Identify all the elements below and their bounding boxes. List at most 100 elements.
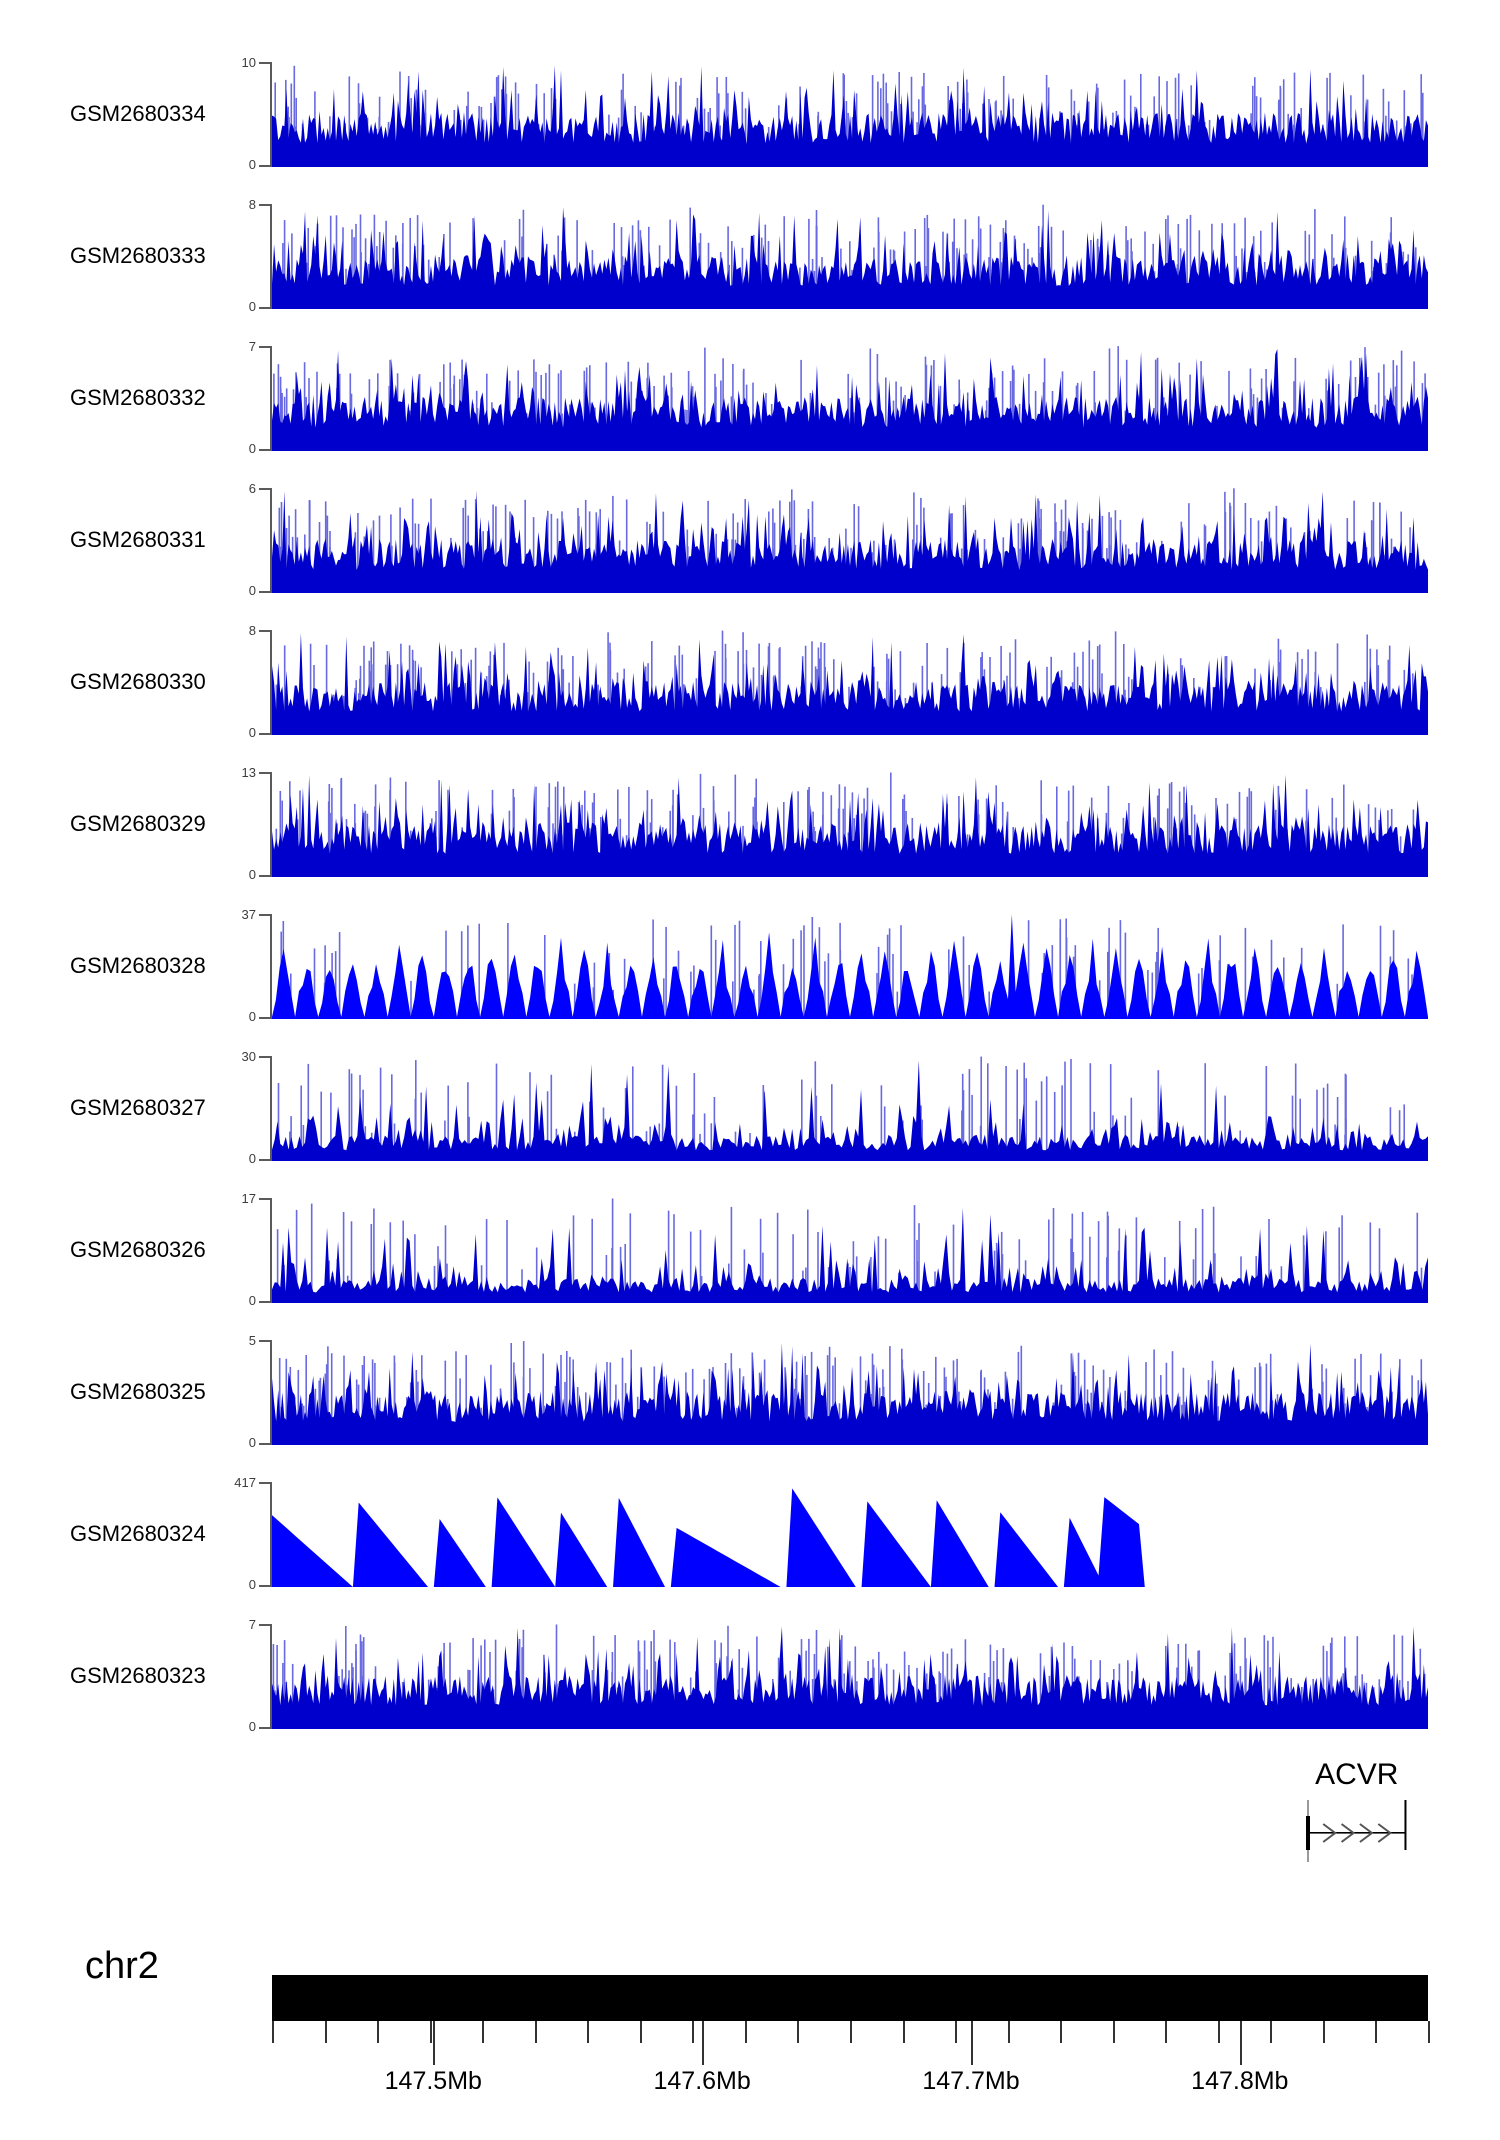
y-axis-spine	[270, 346, 272, 451]
y-axis-tick-min	[259, 875, 272, 877]
coverage-plot	[272, 1198, 1428, 1303]
axis-minor-tick	[324, 2021, 327, 2043]
coverage-track: GSM2680327 30 0	[0, 1050, 1500, 1165]
ideogram-bar	[272, 1975, 1428, 2021]
y-axis-max-label: 5	[248, 1333, 256, 1348]
axis-major-tick	[702, 2021, 705, 2065]
y-axis-min-label: 0	[248, 867, 256, 882]
coverage-track: GSM2680325 5 0	[0, 1334, 1500, 1449]
chromosome-label: chr2	[85, 1945, 159, 1987]
axis-minor-tick	[1217, 2021, 1220, 2043]
coverage-track: GSM2680329 13 0	[0, 766, 1500, 881]
axis-minor-tick	[429, 2021, 432, 2043]
y-axis: 30 0	[232, 1050, 272, 1165]
coverage-area-GSM2680332	[272, 346, 1428, 451]
axis-minor-tick	[534, 2021, 537, 2043]
y-axis-max-label: 10	[241, 55, 256, 70]
coverage-plot	[272, 630, 1428, 735]
y-axis-spine	[270, 1340, 272, 1445]
y-axis-min-label: 0	[248, 1435, 256, 1450]
y-axis-min-label: 0	[248, 725, 256, 740]
coverage-track: GSM2680334 10 0	[0, 56, 1500, 171]
y-axis-max-label: 7	[248, 1617, 256, 1632]
axis-minor-tick	[377, 2021, 380, 2043]
y-axis-tick-max	[259, 1198, 272, 1200]
axis-major-tick	[433, 2021, 436, 2065]
coverage-plot	[272, 1482, 1428, 1587]
track-label-GSM2680334: GSM2680334	[70, 100, 206, 126]
axis-major-tick	[970, 2021, 973, 2065]
y-axis-spine	[270, 772, 272, 877]
y-axis-tick-max	[259, 1056, 272, 1058]
y-axis-spine	[270, 1056, 272, 1161]
axis-minor-tick	[955, 2021, 958, 2043]
y-axis-min-label: 0	[248, 1293, 256, 1308]
y-axis-spine	[270, 488, 272, 593]
track-label-GSM2680330: GSM2680330	[70, 668, 206, 694]
y-axis: 10 0	[232, 56, 272, 171]
y-axis-tick-max	[259, 62, 272, 64]
axis-minor-tick	[1428, 2021, 1430, 2043]
y-axis-tick-max	[259, 346, 272, 348]
y-axis-min-label: 0	[248, 583, 256, 598]
axis-minor-tick	[1112, 2021, 1115, 2043]
y-axis-min-label: 0	[248, 157, 256, 172]
coverage-plot	[272, 1624, 1428, 1729]
y-axis-tick-max	[259, 1482, 272, 1484]
coverage-area-GSM2680326	[272, 1198, 1428, 1303]
axis-minor-tick	[1322, 2021, 1325, 2043]
axis-minor-tick	[587, 2021, 590, 2043]
coverage-area-GSM2680329	[272, 772, 1428, 877]
y-axis-min-label: 0	[248, 441, 256, 456]
y-axis: 37 0	[232, 908, 272, 1023]
y-axis-tick-min	[259, 1159, 272, 1161]
coverage-plot	[272, 488, 1428, 593]
axis-minor-tick	[797, 2021, 800, 2043]
axis-minor-tick	[1270, 2021, 1273, 2043]
y-axis-tick-max	[259, 204, 272, 206]
y-axis-min-label: 0	[248, 1009, 256, 1024]
axis-tick-label: 147.7Mb	[922, 2067, 1020, 2095]
y-axis-tick-min	[259, 307, 272, 309]
y-axis-tick-max	[259, 630, 272, 632]
coverage-plot	[272, 204, 1428, 309]
y-axis-tick-min	[259, 1443, 272, 1445]
y-axis-tick-max	[259, 488, 272, 490]
y-axis-spine	[270, 204, 272, 309]
coverage-track: GSM2680323 7 0	[0, 1618, 1500, 1733]
track-label-GSM2680325: GSM2680325	[70, 1378, 206, 1404]
y-axis-max-label: 13	[241, 765, 256, 780]
y-axis-min-label: 0	[248, 1719, 256, 1734]
coverage-area-GSM2680325	[272, 1341, 1428, 1445]
y-axis-spine	[270, 62, 272, 167]
y-axis: 17 0	[232, 1192, 272, 1307]
y-axis-tick-min	[259, 449, 272, 451]
y-axis-tick-max	[259, 1340, 272, 1342]
coverage-track: GSM2680331 6 0	[0, 482, 1500, 597]
y-axis-max-label: 7	[248, 339, 256, 354]
axis-tick-label: 147.8Mb	[1191, 2067, 1289, 2095]
coverage-plot	[272, 1056, 1428, 1161]
coverage-area-GSM2680327	[272, 1056, 1428, 1161]
axis-minor-tick	[1375, 2021, 1378, 2043]
track-label-GSM2680324: GSM2680324	[70, 1520, 206, 1546]
y-axis-tick-max	[259, 772, 272, 774]
y-axis-min-label: 0	[248, 299, 256, 314]
track-label-GSM2680333: GSM2680333	[70, 242, 206, 268]
coverage-track: GSM2680333 8 0	[0, 198, 1500, 313]
y-axis-tick-min	[259, 1017, 272, 1019]
track-label-GSM2680331: GSM2680331	[70, 526, 206, 552]
gene-model-acvr[interactable]	[1303, 1798, 1410, 1868]
coverage-track: GSM2680332 7 0	[0, 340, 1500, 455]
y-axis-tick-min	[259, 1727, 272, 1729]
coverage-plot	[272, 914, 1428, 1019]
axis-minor-tick	[482, 2021, 485, 2043]
coverage-area-GSM2680331	[272, 488, 1428, 593]
y-axis-min-label: 0	[248, 1577, 256, 1592]
coverage-track: GSM2680324 417 0	[0, 1476, 1500, 1591]
